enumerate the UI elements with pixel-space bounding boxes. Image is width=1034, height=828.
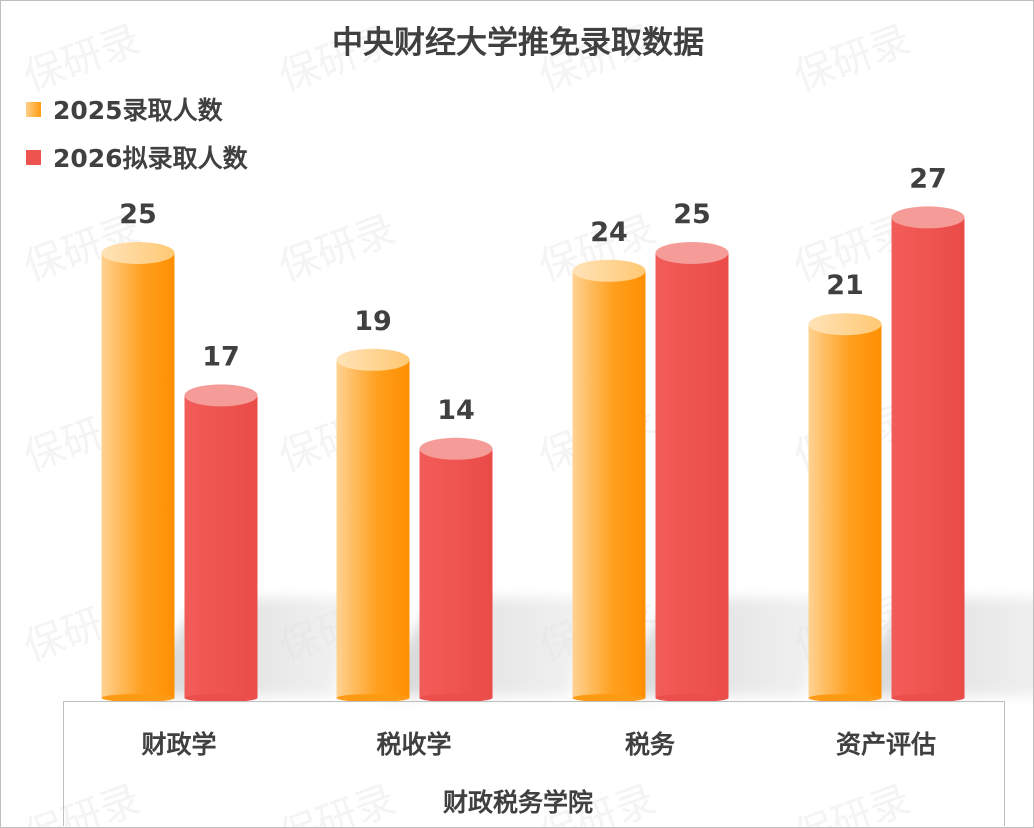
legend-swatch-2025 xyxy=(26,101,41,117)
bar-2026-1 xyxy=(184,384,258,702)
bar-2026-2 xyxy=(419,437,493,702)
category-label: 税收学 xyxy=(376,730,452,759)
category-label: 资产评估 xyxy=(835,730,936,759)
category-label: 税务 xyxy=(624,730,675,759)
value-label: 14 xyxy=(437,395,475,426)
value-label: 25 xyxy=(119,199,157,230)
chart-title: 中央财经大学推免录取数据 xyxy=(332,25,704,61)
bar-2025-4 xyxy=(808,313,882,702)
value-label: 25 xyxy=(673,199,711,230)
bar-2025-1 xyxy=(101,242,175,702)
value-label: 27 xyxy=(909,163,947,194)
category-axis-box xyxy=(63,701,1005,826)
legend-label-2026: 2026拟录取人数 xyxy=(53,144,248,173)
bar-2026-3 xyxy=(655,242,729,702)
legend-item-2026: 2026拟录取人数 xyxy=(26,139,248,175)
bar-2026-4 xyxy=(891,206,965,702)
legend-swatch-2026 xyxy=(26,149,41,165)
value-label: 17 xyxy=(202,341,240,372)
legend-item-2025: 2025录取人数 xyxy=(26,91,223,127)
value-label: 19 xyxy=(354,306,392,337)
value-label: 24 xyxy=(590,217,628,248)
category-label: 财政学 xyxy=(141,730,217,759)
bar-2025-2 xyxy=(336,348,410,702)
value-label: 21 xyxy=(826,270,864,301)
legend-label-2025: 2025录取人数 xyxy=(53,96,223,125)
x-axis-title: 财政税务学院 xyxy=(442,788,593,817)
bar-2025-3 xyxy=(572,259,646,702)
